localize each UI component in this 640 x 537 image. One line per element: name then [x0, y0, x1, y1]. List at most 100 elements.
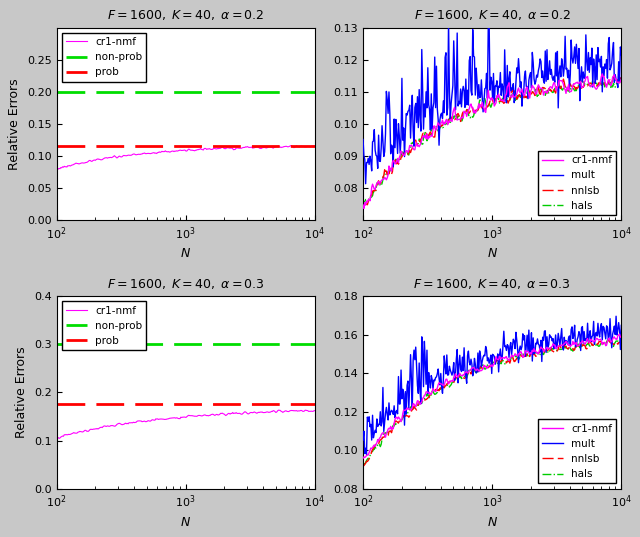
Line: cr1-nmf: cr1-nmf [363, 74, 621, 208]
hals [360, 199, 368, 205]
cr1-nmf [212, 412, 220, 418]
cr1-nmf [52, 435, 60, 441]
hals [614, 77, 621, 83]
hals [361, 461, 369, 467]
mult [362, 180, 369, 187]
mult [363, 451, 371, 458]
hals [360, 461, 368, 467]
cr1-nmf [360, 205, 368, 212]
hals [618, 79, 625, 86]
mult [519, 89, 527, 96]
nnlsb [612, 72, 620, 79]
mult [578, 325, 586, 331]
nnlsb [517, 352, 525, 359]
X-axis label: $N$: $N$ [486, 247, 498, 260]
cr1-nmf [616, 331, 623, 337]
cr1-nmf [206, 146, 214, 153]
nnlsb [593, 341, 601, 347]
hals [577, 78, 584, 85]
cr1-nmf [54, 166, 62, 172]
nnlsb [513, 355, 520, 361]
mult [618, 52, 625, 58]
X-axis label: $N$: $N$ [180, 247, 191, 260]
X-axis label: $N$: $N$ [486, 516, 498, 528]
hals [512, 95, 520, 101]
mult [513, 337, 520, 343]
mult [445, 17, 452, 24]
cr1-nmf [360, 454, 368, 460]
hals [359, 204, 367, 211]
cr1-nmf [577, 339, 584, 346]
hals [594, 343, 602, 349]
nnlsb [361, 201, 369, 207]
cr1-nmf [359, 455, 367, 461]
cr1-nmf [361, 199, 369, 206]
mult [360, 428, 368, 434]
cr1-nmf [618, 334, 625, 340]
nnlsb [513, 96, 520, 103]
mult [594, 320, 602, 326]
cr1-nmf [54, 165, 61, 172]
nnlsb [594, 82, 602, 89]
cr1-nmf [513, 352, 520, 358]
Legend: cr1-nmf, mult, nnlsb, hals: cr1-nmf, mult, nnlsb, hals [538, 151, 616, 215]
cr1-nmf [207, 411, 215, 418]
nnlsb [360, 204, 368, 210]
cr1-nmf [55, 435, 63, 441]
Title: $F =1600,\; K =40,\; \alpha =0.3$: $F =1600,\; K =40,\; \alpha =0.3$ [413, 277, 571, 291]
mult [579, 78, 586, 85]
cr1-nmf [514, 87, 522, 93]
cr1-nmf [275, 407, 282, 413]
hals [618, 338, 625, 345]
cr1-nmf [289, 408, 296, 414]
Line: mult: mult [363, 316, 621, 454]
Line: hals: hals [363, 80, 621, 207]
hals [517, 95, 525, 101]
cr1-nmf [287, 142, 295, 149]
hals [514, 355, 522, 361]
cr1-nmf [598, 71, 606, 77]
hals [513, 96, 520, 103]
mult [360, 153, 368, 159]
hals [605, 337, 613, 343]
nnlsb [618, 340, 625, 346]
nnlsb [359, 462, 367, 469]
cr1-nmf [206, 412, 214, 418]
Title: $F =1600,\; K =40,\; \alpha =0.2$: $F =1600,\; K =40,\; \alpha =0.2$ [413, 9, 571, 23]
mult [514, 70, 522, 76]
cr1-nmf [513, 91, 520, 97]
cr1-nmf [518, 86, 526, 92]
Y-axis label: Relative Errors: Relative Errors [8, 78, 21, 170]
cr1-nmf [212, 146, 220, 152]
cr1-nmf [271, 408, 279, 415]
mult [359, 136, 367, 143]
hals [513, 353, 520, 360]
cr1-nmf [512, 352, 520, 358]
cr1-nmf [594, 83, 602, 89]
cr1-nmf [311, 408, 319, 414]
Legend: cr1-nmf, mult, nnlsb, hals: cr1-nmf, mult, nnlsb, hals [538, 419, 616, 483]
cr1-nmf [618, 77, 625, 83]
hals [359, 460, 367, 467]
Y-axis label: Relative Errors: Relative Errors [15, 346, 28, 438]
hals [518, 350, 526, 357]
Line: cr1-nmf: cr1-nmf [56, 410, 315, 438]
mult [359, 437, 367, 443]
cr1-nmf [359, 202, 367, 208]
Line: nnlsb: nnlsb [363, 76, 621, 207]
mult [518, 343, 526, 350]
hals [578, 343, 586, 350]
cr1-nmf [54, 434, 61, 441]
mult [612, 313, 620, 320]
cr1-nmf [593, 335, 601, 342]
Line: cr1-nmf: cr1-nmf [363, 334, 621, 458]
nnlsb [518, 94, 526, 100]
cr1-nmf [52, 165, 60, 172]
Line: cr1-nmf: cr1-nmf [56, 146, 315, 169]
cr1-nmf [207, 146, 215, 153]
nnlsb [360, 462, 368, 469]
mult [618, 322, 625, 329]
nnlsb [512, 357, 520, 363]
Line: nnlsb: nnlsb [363, 340, 621, 466]
nnlsb [577, 341, 584, 347]
